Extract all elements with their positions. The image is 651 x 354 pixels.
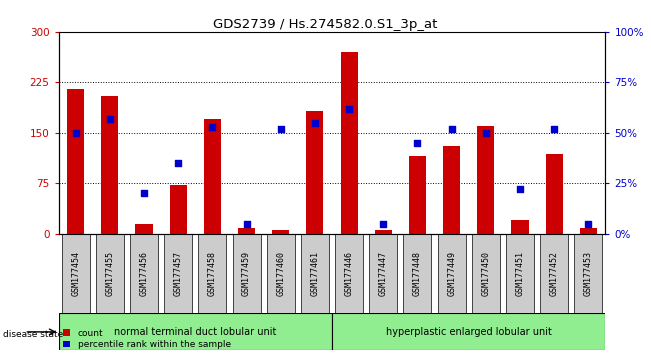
Text: GSM177452: GSM177452 xyxy=(549,251,559,296)
FancyBboxPatch shape xyxy=(301,234,329,313)
Point xyxy=(515,187,525,192)
Point xyxy=(447,126,457,132)
Text: GSM177460: GSM177460 xyxy=(276,251,285,296)
Bar xyxy=(170,185,187,234)
Point xyxy=(173,160,184,166)
Point xyxy=(412,140,422,146)
Point xyxy=(275,126,286,132)
Legend: count, percentile rank within the sample: count, percentile rank within the sample xyxy=(63,329,230,349)
Text: GSM177451: GSM177451 xyxy=(516,251,525,296)
Point xyxy=(310,120,320,125)
FancyBboxPatch shape xyxy=(335,234,363,313)
Text: disease state: disease state xyxy=(3,330,64,339)
Point xyxy=(105,116,115,121)
Bar xyxy=(135,224,152,234)
FancyBboxPatch shape xyxy=(332,313,605,350)
Bar xyxy=(409,156,426,234)
FancyBboxPatch shape xyxy=(199,234,227,313)
Bar xyxy=(340,52,357,234)
Text: GSM177458: GSM177458 xyxy=(208,251,217,296)
Bar xyxy=(375,230,392,234)
Bar xyxy=(512,220,529,234)
FancyBboxPatch shape xyxy=(472,234,500,313)
Point xyxy=(549,126,559,132)
Bar xyxy=(307,111,324,234)
FancyBboxPatch shape xyxy=(164,234,192,313)
Text: GSM177450: GSM177450 xyxy=(481,251,490,296)
Text: GSM177447: GSM177447 xyxy=(379,251,388,296)
Bar xyxy=(580,228,597,234)
Text: GSM177453: GSM177453 xyxy=(584,251,593,296)
Text: GDS2739 / Hs.274582.0.S1_3p_at: GDS2739 / Hs.274582.0.S1_3p_at xyxy=(214,18,437,31)
Bar xyxy=(477,126,494,234)
FancyBboxPatch shape xyxy=(232,234,260,313)
Text: GSM177454: GSM177454 xyxy=(71,251,80,296)
FancyBboxPatch shape xyxy=(96,234,124,313)
FancyBboxPatch shape xyxy=(62,234,90,313)
Text: GSM177457: GSM177457 xyxy=(174,251,183,296)
Text: GSM177456: GSM177456 xyxy=(139,251,148,296)
Bar xyxy=(272,230,289,234)
FancyBboxPatch shape xyxy=(59,313,332,350)
Bar xyxy=(67,89,84,234)
FancyBboxPatch shape xyxy=(267,234,295,313)
Point xyxy=(378,221,389,227)
Text: GSM177455: GSM177455 xyxy=(105,251,115,296)
FancyBboxPatch shape xyxy=(437,234,465,313)
Point xyxy=(583,221,594,227)
Text: GSM177461: GSM177461 xyxy=(311,251,320,296)
Bar xyxy=(546,154,562,234)
Text: GSM177449: GSM177449 xyxy=(447,251,456,296)
Text: normal terminal duct lobular unit: normal terminal duct lobular unit xyxy=(114,327,277,337)
FancyBboxPatch shape xyxy=(540,234,568,313)
FancyBboxPatch shape xyxy=(404,234,432,313)
Text: GSM177446: GSM177446 xyxy=(344,251,353,296)
FancyBboxPatch shape xyxy=(369,234,397,313)
Point xyxy=(207,124,217,130)
Bar xyxy=(443,146,460,234)
Bar xyxy=(204,119,221,234)
Text: hyperplastic enlarged lobular unit: hyperplastic enlarged lobular unit xyxy=(386,327,551,337)
FancyBboxPatch shape xyxy=(574,234,602,313)
Bar xyxy=(102,96,118,234)
Point xyxy=(70,130,81,136)
Bar xyxy=(238,228,255,234)
Text: GSM177448: GSM177448 xyxy=(413,251,422,296)
Point xyxy=(344,106,354,112)
Text: GSM177459: GSM177459 xyxy=(242,251,251,296)
FancyBboxPatch shape xyxy=(130,234,158,313)
FancyBboxPatch shape xyxy=(506,234,534,313)
Point xyxy=(480,130,491,136)
Point xyxy=(242,221,252,227)
Point xyxy=(139,190,149,196)
